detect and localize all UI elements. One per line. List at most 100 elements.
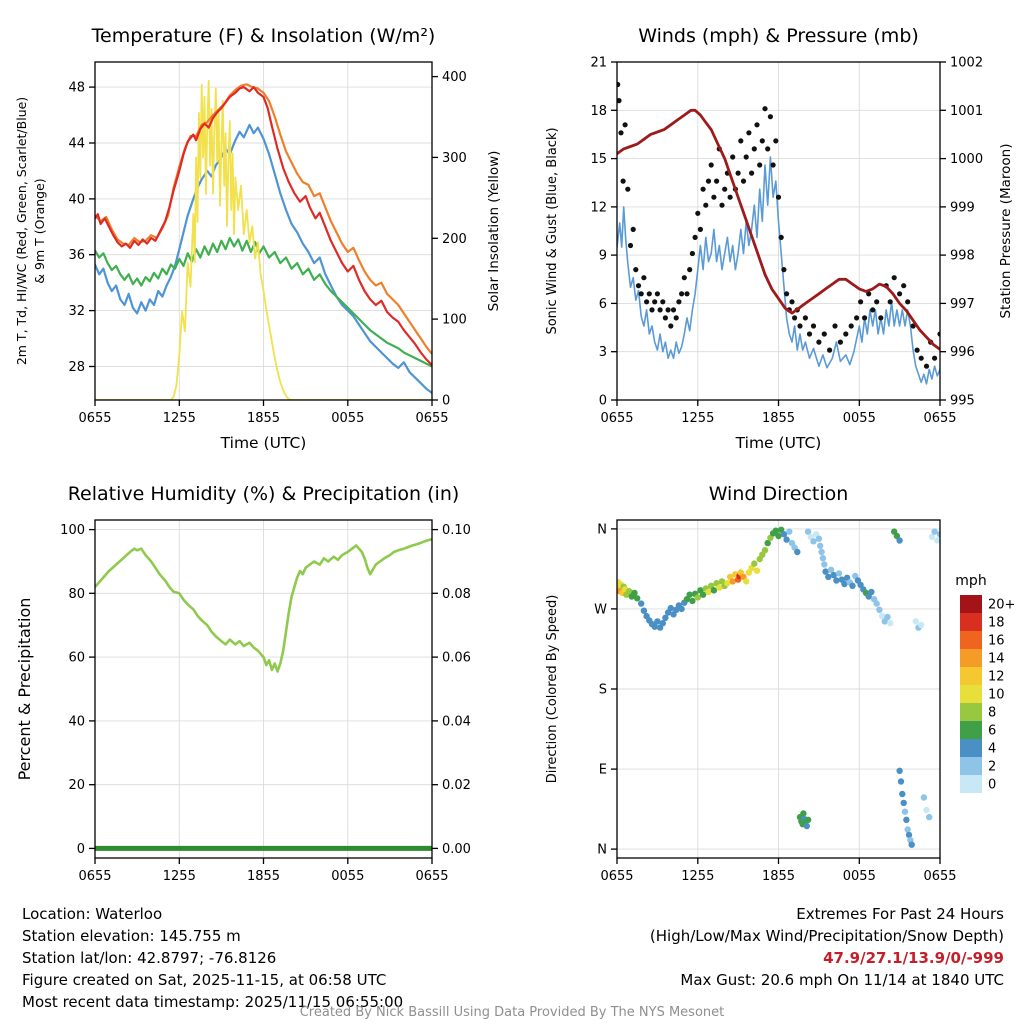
svg-text:1255: 1255 bbox=[163, 869, 196, 884]
svg-text:E: E bbox=[599, 763, 607, 778]
svg-text:20+: 20+ bbox=[988, 598, 1015, 613]
svg-text:20: 20 bbox=[68, 778, 85, 793]
svg-text:44: 44 bbox=[68, 137, 85, 152]
svg-text:80: 80 bbox=[68, 587, 85, 602]
svg-text:Time (UTC): Time (UTC) bbox=[735, 434, 822, 452]
svg-text:Wind Direction: Wind Direction bbox=[709, 483, 849, 505]
svg-text:0655: 0655 bbox=[415, 411, 448, 426]
temperature-insolation-chart: 0655 1255 1855 0055 0655 Time (UTC) 28 32 36 40 44… bbox=[14, 25, 502, 452]
svg-text:0.06: 0.06 bbox=[442, 651, 471, 666]
svg-text:996: 996 bbox=[950, 345, 975, 360]
svg-text:100: 100 bbox=[60, 523, 85, 538]
svg-text:1001: 1001 bbox=[950, 104, 983, 119]
winds-pressure-chart: 0655 1255 1855 0055 0655 Time (UTC) 0 3 6 9 12 15 18… bbox=[545, 25, 1014, 452]
svg-text:60: 60 bbox=[68, 651, 85, 666]
svg-text:18: 18 bbox=[590, 104, 607, 119]
svg-text:1255: 1255 bbox=[681, 411, 714, 426]
svg-text:0655: 0655 bbox=[923, 869, 956, 884]
svg-text:W: W bbox=[594, 602, 607, 617]
svg-text:997: 997 bbox=[950, 297, 975, 312]
svg-text:6: 6 bbox=[988, 724, 996, 739]
svg-text:999: 999 bbox=[950, 200, 975, 215]
credit-line: Created By Nick Bassill Using Data Provi… bbox=[299, 1005, 725, 1020]
svg-text:9: 9 bbox=[599, 249, 607, 264]
svg-text:Direction (Colored By Speed): Direction (Colored By Speed) bbox=[545, 595, 560, 784]
svg-text:10: 10 bbox=[988, 688, 1005, 703]
svg-text:0: 0 bbox=[988, 778, 996, 793]
svg-text:8: 8 bbox=[988, 706, 996, 721]
svg-text:400: 400 bbox=[442, 70, 467, 85]
station-latlon: Station lat/lon: 42.8797; -76.8126 bbox=[22, 949, 277, 967]
svg-text:2m T, Td, HI/WC (Red, Green, S: 2m T, Td, HI/WC (Red, Green, Scarlet/Blu… bbox=[14, 97, 29, 365]
svg-text:0055: 0055 bbox=[843, 411, 876, 426]
svg-text:0655: 0655 bbox=[923, 411, 956, 426]
extremes-title: Extremes For Past 24 Hours bbox=[796, 905, 1004, 923]
svg-text:1255: 1255 bbox=[163, 411, 196, 426]
svg-text:Station Pressure (Maroon): Station Pressure (Maroon) bbox=[998, 143, 1014, 318]
station-location: Location: Waterloo bbox=[22, 905, 163, 923]
svg-text:Winds (mph) & Pressure (mb): Winds (mph) & Pressure (mb) bbox=[638, 25, 919, 47]
extremes-subtitle: (High/Low/Max Wind/Precipitation/Snow De… bbox=[649, 927, 1004, 945]
svg-text:N: N bbox=[597, 843, 607, 858]
svg-text:32: 32 bbox=[68, 304, 85, 319]
svg-text:1002: 1002 bbox=[950, 56, 983, 71]
svg-text:& 9m T (Orange): & 9m T (Orange) bbox=[32, 178, 47, 283]
svg-text:Percent & Precipitation: Percent & Precipitation bbox=[15, 598, 34, 781]
svg-text:0055: 0055 bbox=[331, 411, 364, 426]
svg-text:Sonic Wind & Gust (Blue, Black: Sonic Wind & Gust (Blue, Black) bbox=[545, 127, 560, 334]
svg-text:0655: 0655 bbox=[600, 869, 633, 884]
svg-text:Solar Insolation (Yellow): Solar Insolation (Yellow) bbox=[486, 151, 502, 312]
svg-text:1855: 1855 bbox=[247, 411, 280, 426]
station-info: Location: Waterloo Station elevation: 14… bbox=[22, 903, 403, 1013]
svg-text:0.10: 0.10 bbox=[442, 523, 471, 538]
svg-text:0055: 0055 bbox=[843, 869, 876, 884]
svg-text:0: 0 bbox=[77, 842, 85, 857]
svg-text:mph: mph bbox=[955, 573, 986, 589]
svg-text:0.02: 0.02 bbox=[442, 778, 471, 793]
svg-text:14: 14 bbox=[988, 652, 1005, 667]
svg-text:0: 0 bbox=[599, 394, 607, 409]
svg-text:Temperature (F) & Insolation (: Temperature (F) & Insolation (W/m²) bbox=[91, 25, 436, 47]
svg-text:16: 16 bbox=[988, 634, 1005, 649]
svg-text:28: 28 bbox=[68, 360, 85, 375]
svg-text:40: 40 bbox=[68, 714, 85, 729]
svg-text:3: 3 bbox=[599, 345, 607, 360]
max-gust: Max Gust: 20.6 mph On 11/14 at 1840 UTC bbox=[680, 971, 1004, 989]
svg-text:1855: 1855 bbox=[762, 411, 795, 426]
svg-text:18: 18 bbox=[988, 616, 1005, 631]
svg-text:200: 200 bbox=[442, 232, 467, 247]
wind-direction-chart: 0655 1255 1855 0055 0655 N W S E N Direction (Colo… bbox=[545, 483, 1015, 884]
extremes-block: Extremes For Past 24 Hours (High/Low/Max… bbox=[650, 903, 1004, 991]
svg-text:15: 15 bbox=[590, 152, 607, 167]
svg-text:Time (UTC): Time (UTC) bbox=[220, 434, 307, 452]
svg-text:1000: 1000 bbox=[950, 152, 983, 167]
svg-text:Relative Humidity (%) & Precip: Relative Humidity (%) & Precipitation (i… bbox=[68, 483, 460, 505]
svg-text:1855: 1855 bbox=[762, 869, 795, 884]
humidity-precip-chart: 0655 1255 1855 0055 0655 0 20 40 60 80 100 Percent … bbox=[15, 483, 471, 884]
svg-text:36: 36 bbox=[68, 248, 85, 263]
svg-text:0055: 0055 bbox=[331, 869, 364, 884]
figure-created: Figure created on Sat, 2025-11-15, at 06… bbox=[22, 971, 387, 989]
svg-text:0655: 0655 bbox=[78, 411, 111, 426]
svg-text:1855: 1855 bbox=[247, 869, 280, 884]
svg-text:0.00: 0.00 bbox=[442, 842, 471, 857]
svg-text:300: 300 bbox=[442, 151, 467, 166]
svg-text:40: 40 bbox=[68, 192, 85, 207]
svg-text:21: 21 bbox=[590, 56, 607, 71]
svg-text:0655: 0655 bbox=[600, 411, 633, 426]
footer: Location: Waterloo Station elevation: 14… bbox=[0, 895, 1024, 1024]
svg-text:100: 100 bbox=[442, 313, 467, 328]
svg-text:0.08: 0.08 bbox=[442, 587, 471, 602]
svg-text:S: S bbox=[599, 683, 607, 698]
recent-timestamp: Most recent data timestamp: 2025/11/15 0… bbox=[22, 993, 404, 1011]
svg-text:0655: 0655 bbox=[415, 869, 448, 884]
svg-text:12: 12 bbox=[590, 200, 607, 215]
svg-text:0655: 0655 bbox=[78, 869, 111, 884]
svg-text:1255: 1255 bbox=[681, 869, 714, 884]
svg-text:995: 995 bbox=[950, 394, 975, 409]
svg-text:0: 0 bbox=[442, 394, 450, 409]
extremes-values: 47.9/27.1/13.9/0/-999 bbox=[823, 949, 1004, 967]
svg-text:48: 48 bbox=[68, 81, 85, 96]
svg-text:998: 998 bbox=[950, 249, 975, 264]
